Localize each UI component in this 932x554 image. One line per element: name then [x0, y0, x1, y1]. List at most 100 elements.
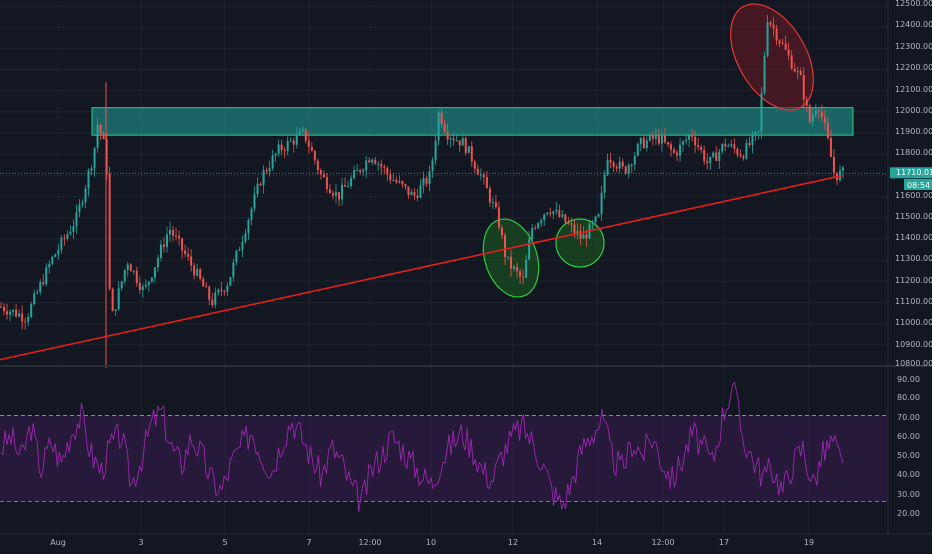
candle-body [268, 168, 271, 172]
candle-body [377, 163, 380, 165]
candle-body [404, 184, 407, 187]
time-tick: 12 [508, 538, 518, 547]
candle-body [721, 143, 724, 152]
candle-body [510, 256, 513, 269]
candle-body [6, 311, 9, 315]
candle-body [733, 144, 736, 149]
candle-body [259, 183, 262, 186]
candles [0, 14, 844, 369]
candle-body [202, 278, 205, 287]
candle-body [66, 234, 69, 239]
resistance-zone[interactable] [91, 107, 854, 136]
candle-body [63, 237, 66, 239]
candle-body [654, 134, 657, 140]
candle-body [301, 129, 304, 132]
candle-body [419, 185, 422, 198]
candle-body [552, 211, 555, 215]
candle-body [235, 250, 238, 263]
candle-body [172, 229, 175, 236]
candle-body [712, 152, 715, 157]
candle-body [48, 263, 51, 268]
candle-body [178, 235, 181, 239]
time-tick: 3 [138, 538, 143, 547]
candle-body [325, 177, 328, 190]
candle-body [715, 152, 718, 161]
candle-body [621, 161, 624, 167]
candle-body [141, 286, 144, 290]
candle-body [217, 289, 220, 293]
rsi-axis[interactable]: 90.00 80.00 70.00 60.00 50.00 40.00 30.0… [897, 375, 920, 518]
candle-body [422, 178, 425, 186]
candle-body [81, 202, 84, 205]
candle-body [561, 214, 564, 217]
candle-body [334, 192, 337, 196]
candle-body [603, 174, 606, 193]
candle-body [829, 137, 832, 157]
candle-body [842, 167, 844, 171]
price-tick: 11300.00 [895, 254, 932, 263]
candle-body [618, 161, 621, 169]
candle-body [540, 220, 543, 224]
candle-body [775, 28, 778, 41]
candle-body [739, 154, 742, 157]
candle-body [736, 148, 739, 155]
trendline[interactable] [0, 174, 844, 361]
candle-body [666, 142, 669, 145]
candle-body [748, 142, 751, 146]
candle-body [87, 170, 90, 189]
time-tick: 5 [222, 538, 227, 547]
candle-body [688, 135, 691, 140]
candle-body [760, 93, 763, 132]
candle-body [359, 169, 362, 172]
candle-body [772, 24, 775, 29]
candle-body [316, 160, 319, 171]
candle-body [298, 131, 301, 135]
candle-body [319, 170, 322, 175]
candle-body [832, 156, 835, 173]
candle-body [757, 131, 760, 133]
candle-body [383, 167, 386, 169]
candle-body [657, 134, 660, 144]
candle-body [386, 168, 389, 175]
candle-body [494, 202, 497, 208]
candle-body [30, 303, 33, 317]
rsi-tick: 80.00 [897, 393, 920, 402]
candle-body [781, 43, 784, 45]
candle-body [784, 43, 787, 50]
candle-body [187, 253, 190, 257]
candle-body [271, 155, 274, 169]
candle-body [42, 282, 45, 285]
price-axis[interactable]: 12500.00 12400.00 12300.00 12200.00 1210… [895, 0, 932, 368]
candle-body [24, 321, 27, 323]
time-axis[interactable]: Aug 3 5 7 12:00 10 12 14 12:00 17 19 [50, 538, 814, 547]
candle-body [633, 155, 636, 165]
candle-body [241, 241, 244, 250]
candle-body [54, 254, 57, 257]
candle-body [416, 195, 419, 198]
rsi-tick: 70.00 [897, 413, 920, 422]
candle-body [389, 174, 392, 181]
candle-body [467, 146, 470, 153]
candle-body [356, 169, 359, 171]
candle-body [196, 269, 199, 276]
candle-body [700, 146, 703, 150]
candle-body [802, 75, 805, 100]
candle-body [126, 264, 129, 270]
candle-body [27, 316, 30, 322]
candle-body [3, 306, 6, 312]
candle-body [310, 146, 313, 152]
candle-body [99, 124, 102, 134]
candle-body [555, 209, 558, 212]
support-ellipse-2[interactable] [555, 218, 605, 268]
candle-body [473, 161, 476, 169]
candle-body [175, 235, 178, 237]
candle-body [350, 178, 353, 187]
candle-body [491, 202, 494, 204]
candle-body [398, 181, 401, 183]
top-ellipse[interactable] [714, 0, 831, 124]
rsi-tick: 40.00 [897, 470, 920, 479]
candle-body [102, 133, 105, 140]
candle-body [576, 231, 579, 234]
